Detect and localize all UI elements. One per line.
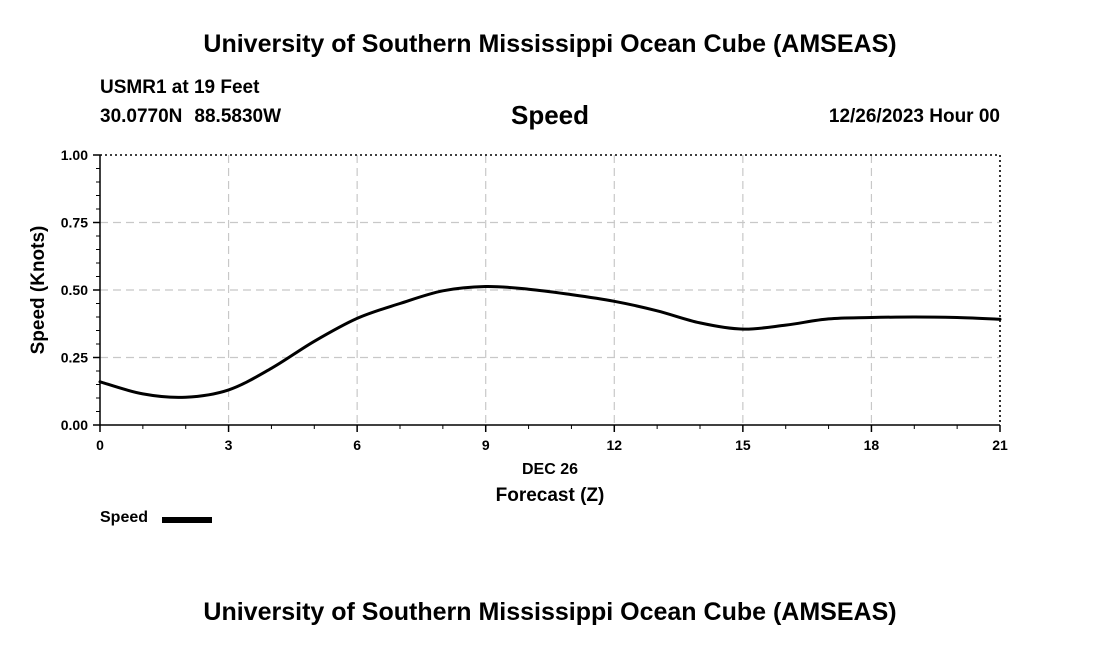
latitude-label: 30.0770N [100, 106, 183, 127]
series-layer [98, 284, 1002, 399]
y-tick-label: 0.50 [61, 282, 88, 298]
legend-label: Speed [100, 509, 149, 526]
y-tick-label: 0.25 [61, 350, 88, 366]
y-tick-label: 1.00 [61, 147, 88, 163]
legend-swatch [162, 517, 212, 523]
station-label: USMR1 at 19 Feet [100, 77, 260, 98]
chart-title-bottom: University of Southern Mississippi Ocean… [203, 598, 897, 626]
x-tick-label: 9 [482, 437, 490, 453]
forecast-datetime: 12/26/2023 Hour 00 [828, 106, 1000, 127]
axes-layer: 0.00 0.25 0.50 0.75 1.00 0 3 6 9 12 15 18 21 [61, 147, 1008, 453]
x-tick-label: 15 [735, 437, 751, 453]
station-coordinates: 30.0770N 88.5830W [100, 106, 281, 128]
y-tick-label: 0.00 [61, 417, 88, 433]
grid-layer [100, 155, 1000, 425]
longitude-label: 88.5830W [194, 106, 282, 127]
x-axis-label: Forecast (Z) [496, 485, 605, 506]
x-date-label: DEC 26 [522, 461, 578, 478]
x-tick-label: 3 [225, 437, 233, 453]
chart-title-top: University of Southern Mississippi Ocean… [203, 30, 897, 58]
x-tick-label: 0 [96, 437, 104, 453]
speed-series-line [98, 284, 1002, 399]
x-tick-label: 6 [353, 437, 361, 453]
x-tick-label: 18 [864, 437, 880, 453]
x-tick-label: 21 [992, 437, 1008, 453]
y-axis-label: Speed (Knots) [28, 226, 49, 355]
x-tick-label: 12 [606, 437, 622, 453]
variable-title: Speed [510, 100, 590, 130]
y-tick-label: 0.75 [61, 215, 88, 231]
